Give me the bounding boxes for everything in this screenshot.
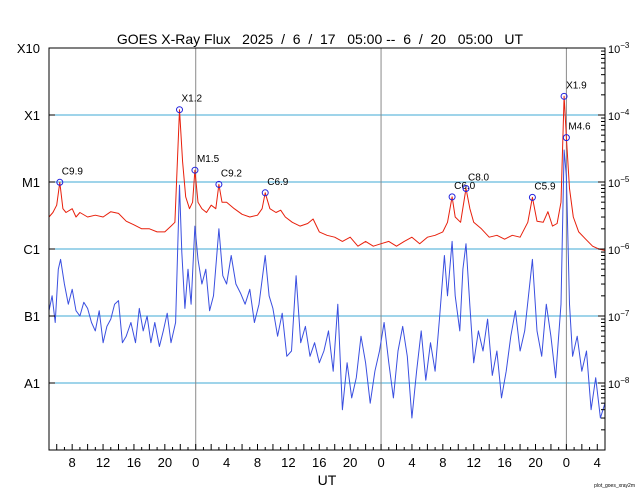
flare-label: C6.0: [454, 181, 476, 192]
x-axis: 8 12 16 20 0 4 8 12 16 20 0 4 8 12 16 20 0 4: [48, 444, 606, 470]
x-tick-label: 16: [497, 455, 511, 470]
x-tick-label: 8: [254, 455, 261, 470]
flare-marker: [191, 166, 199, 174]
x-tick-label: 8: [439, 455, 446, 470]
chart-title: GOES X-Ray Flux 2025 / 6 / 17 05:00 -- 6…: [117, 31, 524, 47]
flare-marker: [176, 106, 184, 114]
gridlines: [49, 48, 605, 450]
flare-label: X1.9: [566, 80, 587, 91]
x-tick-label: 16: [312, 455, 326, 470]
y-left-label: A1: [24, 376, 40, 391]
y-right-label: 10−5: [608, 175, 630, 190]
y-right-label: 10−3: [608, 41, 630, 56]
flare-label: C8.0: [468, 172, 490, 183]
long-channel-line: [48, 95, 606, 251]
y-right-label: 10−6: [608, 242, 630, 257]
flare-marker: [448, 193, 456, 201]
y-left-label: B1: [24, 309, 40, 324]
flare-marker: [562, 134, 570, 142]
short-channel-line: [48, 149, 606, 419]
credit-text: plot_goes_xray2m: [594, 483, 635, 489]
x-tick-label: 12: [281, 455, 295, 470]
flare-label: M1.5: [197, 154, 220, 165]
x-tick-label: 0: [192, 455, 199, 470]
x-tick-label: 20: [343, 455, 357, 470]
flare-label: X1.2: [182, 94, 203, 105]
x-tick-label: 4: [408, 455, 415, 470]
x-tick-label: 12: [96, 455, 110, 470]
flare-marker: [215, 180, 223, 188]
y-right-label: 10−7: [608, 309, 630, 324]
flux-series: [48, 95, 606, 419]
x-tick-label: 4: [594, 455, 601, 470]
flare-marker: [560, 92, 568, 100]
y-left-label: M1: [22, 175, 40, 190]
y-right-label: 10−4: [608, 108, 630, 123]
flare-marker: [56, 178, 64, 186]
y-right-label: 10−8: [608, 376, 630, 391]
y-left-label: X10: [17, 41, 40, 56]
x-tick-label: 4: [223, 455, 230, 470]
x-tick-label: 0: [563, 455, 570, 470]
y-left-label: C1: [23, 242, 40, 257]
x-tick-label: 20: [158, 455, 172, 470]
flare-marker: [462, 184, 470, 192]
y-axis-left: X10 X1 M1 C1 B1 A1: [17, 41, 55, 451]
x-tick-label: 20: [528, 455, 542, 470]
flare-markers: C9.9 X1.2 M1.5C9.2 C6.9 C6.0C8.0 C5.9 X1.9 M4.6: [56, 80, 591, 201]
flare-label: C5.9: [534, 181, 556, 192]
flare-marker: [261, 189, 269, 197]
x-axis-label: UT: [318, 472, 337, 488]
y-axis-right: 10−3 10−4 10−5 10−6 10−7 10−8: [598, 41, 630, 451]
x-tick-label: 8: [69, 455, 76, 470]
flare-marker: [528, 193, 536, 201]
x-tick-label: 16: [127, 455, 141, 470]
x-tick-label: 0: [377, 455, 384, 470]
flare-label: C9.9: [62, 166, 84, 177]
flare-label: M4.6: [568, 122, 591, 133]
flare-label: C9.2: [221, 168, 243, 179]
flare-label: C6.9: [267, 177, 289, 188]
x-tick-label: 12: [466, 455, 480, 470]
y-left-label: X1: [24, 108, 40, 123]
